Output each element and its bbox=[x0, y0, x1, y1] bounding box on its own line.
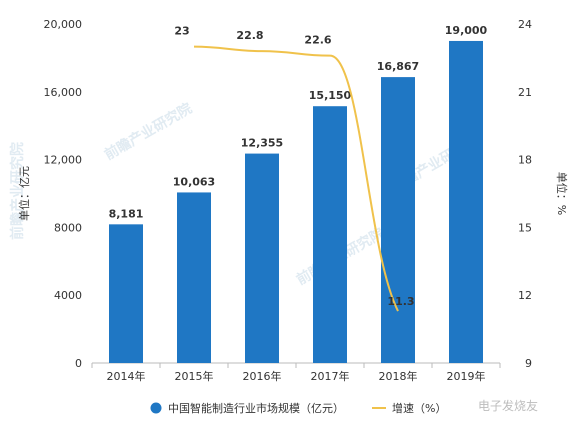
line-value-label: 22.8 bbox=[236, 29, 263, 42]
watermark-text: 前瞻产业研究院 bbox=[9, 142, 26, 240]
bar-value-label: 10,063 bbox=[173, 175, 215, 188]
line-value-label: 23 bbox=[174, 25, 189, 38]
y2-tick-label: 9 bbox=[525, 357, 532, 370]
bar-1 bbox=[109, 224, 143, 363]
y2-tick-label: 12 bbox=[518, 289, 532, 302]
bar-5 bbox=[381, 77, 415, 364]
x-tick-label: 2017年 bbox=[311, 369, 350, 383]
x-tick-label: 2015年 bbox=[175, 369, 214, 383]
legend-bar-label: 中国智能制造行业市场规模（亿元） bbox=[168, 401, 344, 415]
x-tick-label: 2014年 bbox=[107, 369, 146, 383]
y-tick-label: 0 bbox=[75, 357, 82, 370]
line-value-label: 22.6 bbox=[304, 34, 331, 47]
bar-value-label: 16,867 bbox=[377, 60, 419, 73]
bar-series: 8,181 10,063 12,355 15,150 16,867 19,000 bbox=[109, 24, 488, 364]
bar-value-label: 15,150 bbox=[309, 89, 352, 102]
x-tick-label: 2018年 bbox=[379, 369, 418, 383]
y2-tick-label: 18 bbox=[518, 154, 532, 167]
y-tick-label: 12,000 bbox=[44, 154, 83, 167]
corner-watermark: 电子发烧友 bbox=[478, 398, 538, 413]
line-series: 23 22.8 22.6 11.3 bbox=[174, 25, 415, 312]
y-tick-label: 16,000 bbox=[44, 86, 83, 99]
bar-value-label: 8,181 bbox=[109, 207, 144, 220]
legend-bar-marker bbox=[150, 402, 162, 414]
y-axis-title: 单位：亿元 bbox=[17, 166, 31, 221]
y2-axis-title: 单位：% bbox=[555, 172, 569, 215]
y-tick-label: 20,000 bbox=[44, 18, 83, 31]
axes: 0 4000 8000 12,000 16,000 20,000 9 12 15 18 21 24 20… bbox=[17, 18, 569, 383]
legend-line-label: 增速（%） bbox=[392, 401, 446, 415]
growth-rate-line bbox=[193, 45, 399, 312]
legend: 中国智能制造行业市场规模（亿元） 增速（%） bbox=[150, 401, 446, 415]
bar-value-label: 12,355 bbox=[241, 137, 283, 150]
bar-2 bbox=[177, 192, 211, 363]
watermark-text: 前瞻产业研究院 bbox=[102, 100, 195, 164]
y-tick-label: 8000 bbox=[54, 221, 82, 234]
y2-tick-label: 21 bbox=[518, 86, 532, 99]
line-value-label: 11.3 bbox=[387, 295, 414, 308]
bar-6 bbox=[449, 40, 483, 363]
bar-value-label: 19,000 bbox=[445, 24, 488, 37]
bar-3 bbox=[245, 153, 279, 363]
y2-tick-label: 24 bbox=[518, 18, 532, 31]
y-tick-label: 4000 bbox=[54, 289, 82, 302]
x-tick-label: 2019年 bbox=[447, 369, 486, 383]
bar-4 bbox=[313, 106, 347, 364]
y2-tick-label: 15 bbox=[518, 221, 532, 234]
x-tick-label: 2016年 bbox=[243, 369, 282, 383]
